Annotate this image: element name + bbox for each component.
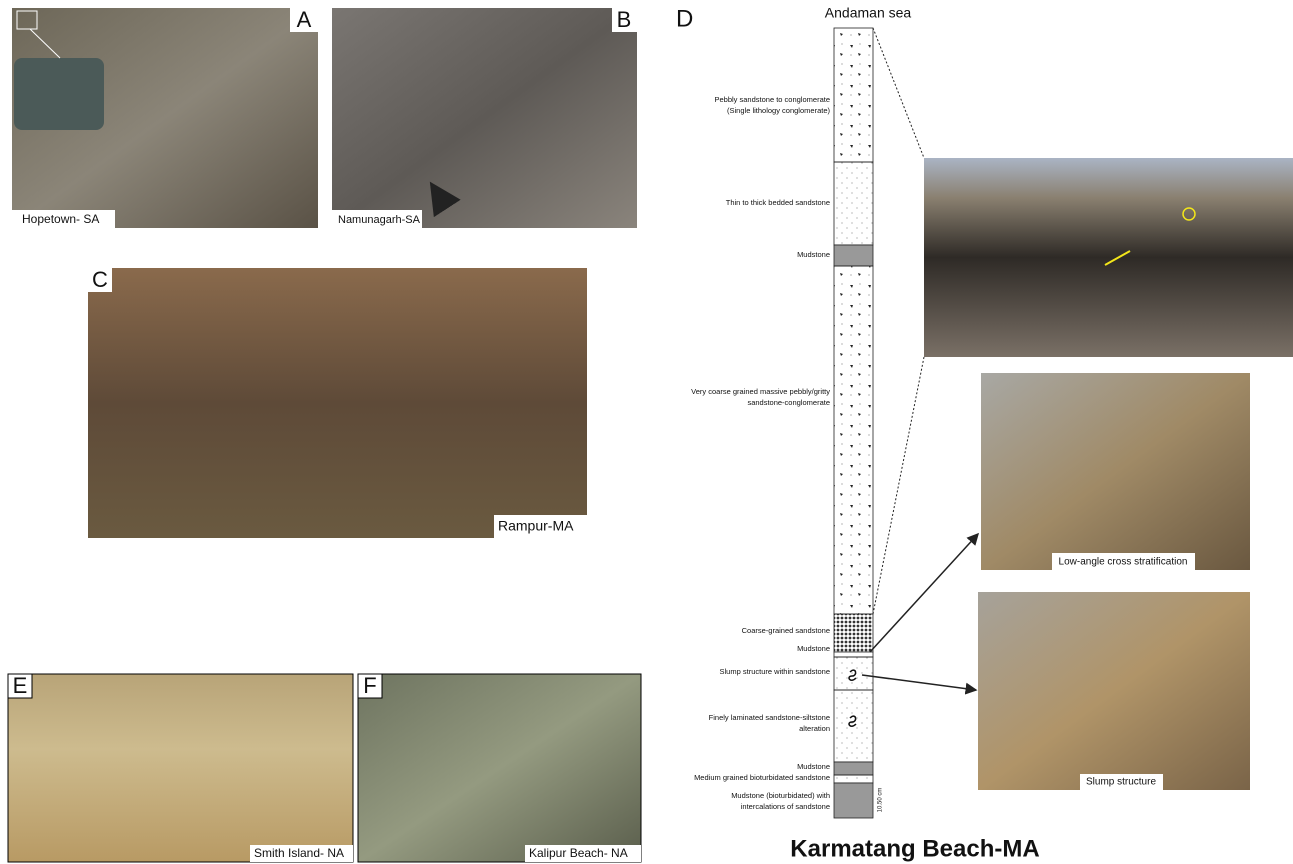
panel-label: A [297,7,312,32]
layer-label: Mudstone [797,762,830,771]
layer-label: Thin to thick bedded sandstone [726,198,830,207]
caption-box [1080,774,1163,790]
layer [833,265,874,615]
inset-photo [14,58,104,130]
strat-column: Pebbly sandstone to conglomerate (Single … [691,27,874,819]
photo [978,592,1250,790]
leader [872,27,925,159]
layer [833,27,874,163]
arrow [869,532,980,653]
layer [833,651,874,658]
photo [7,673,354,863]
slump-symbol [848,669,857,727]
photo [924,158,1293,357]
layer [833,761,874,776]
layer-label: Mudstone [797,644,830,653]
layer-label: Medium grained bioturbidated sandstone [694,773,830,782]
panel-label: F [363,673,376,698]
panel-label: C [92,267,108,292]
caption-box [494,515,587,538]
caption-box [250,845,353,862]
layer-label: Finely laminated sandstone-siltstone [709,713,830,722]
layer [833,656,874,691]
arrow [1104,250,1131,266]
layer [833,161,874,246]
layer [833,774,874,784]
layer-label: Pebbly sandstone to conglomerate [715,95,831,104]
layer-label: Mudstone (bioturbidated) with [731,791,830,800]
layer-label: alteration [799,724,830,733]
marker-circle [1182,207,1196,221]
layer-label: (Single lithology conglomerate) [727,106,830,115]
layer-label: Coarse-grained sandstone [742,626,830,635]
layer [833,244,874,267]
label-box [357,673,383,699]
inset-pointer [29,28,61,59]
photo [981,373,1250,570]
caption: Namunagarh-SA [338,214,421,226]
layer [833,613,874,653]
label-box [612,8,637,32]
photo [357,673,642,863]
caption-box [1052,553,1195,570]
caption: Hopetown- SA [22,212,99,226]
layer-label: sandstone-conglomerate [747,398,830,407]
caption-box [525,845,641,862]
caption: Slump structure [1086,777,1156,788]
inset-box [16,10,38,30]
photo [332,8,637,228]
panel-label: E [13,673,28,698]
caption-box [12,210,115,228]
layer-label: Mudstone [797,250,830,259]
label-box [290,8,318,32]
arrow [429,181,461,218]
layer-label: Very coarse grained massive pebbly/gritt… [691,387,830,396]
label-box [7,673,33,699]
leader [872,356,925,615]
layer-label: intercalations of sandstone [741,802,830,811]
caption: Rampur-MA [498,518,574,534]
caption-box [332,210,422,228]
column-top-label: Andaman sea [825,5,912,21]
title: Karmatang Beach-MA [790,835,1039,862]
caption: Smith Island- NA [254,846,344,860]
layer [833,782,874,819]
label-box [88,268,112,292]
photo [88,268,587,538]
caption: Kalipur Beach- NA [529,846,628,860]
layer-label: Slump structure within sandstone [720,667,830,676]
panel-label: D [676,5,693,32]
panel-label: B [617,7,632,32]
caption: Low-angle cross stratification [1059,557,1188,568]
scale-label: 10.50 cm [878,788,884,813]
arrow [861,674,978,695]
